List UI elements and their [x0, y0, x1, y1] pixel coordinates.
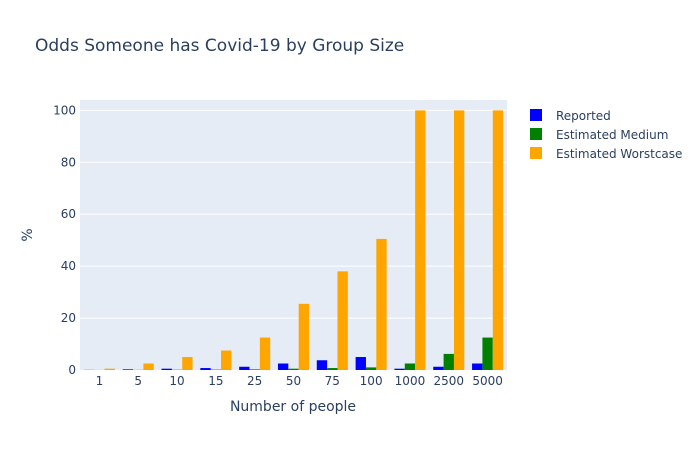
- chart-title: Odds Someone has Covid-19 by Group Size: [35, 36, 404, 56]
- bar: [454, 110, 464, 370]
- bar: [299, 304, 309, 370]
- bar: [493, 110, 503, 370]
- bar: [260, 338, 270, 370]
- bar: [394, 369, 404, 370]
- bar: [356, 357, 366, 370]
- bar: [415, 110, 425, 370]
- y-axis-ticks: 0 20 40 60 80 100: [53, 103, 76, 377]
- y-tick-label: 40: [61, 259, 76, 273]
- bar: [288, 369, 298, 370]
- bar: [405, 364, 415, 370]
- x-tick-label: 10: [169, 374, 184, 388]
- bar: [105, 369, 115, 370]
- legend-swatch: [530, 128, 542, 140]
- x-tick-label: 100: [360, 374, 383, 388]
- bar: [337, 271, 347, 370]
- bar: [143, 364, 153, 370]
- x-tick-label: 1: [96, 374, 104, 388]
- bar: [376, 239, 386, 370]
- y-tick-label: 20: [61, 311, 76, 325]
- bar: [200, 368, 210, 370]
- x-tick-label: 50: [286, 374, 301, 388]
- bar: [221, 351, 231, 370]
- y-tick-label: 80: [61, 155, 76, 169]
- y-tick-label: 100: [53, 103, 76, 117]
- x-tick-label: 2500: [433, 374, 464, 388]
- bar: [482, 338, 492, 370]
- bar: [182, 357, 192, 370]
- bar: [444, 354, 454, 370]
- y-axis-title: %: [20, 228, 36, 241]
- x-tick-label: 75: [325, 374, 340, 388]
- legend-swatch: [530, 109, 542, 121]
- bar: [162, 369, 172, 370]
- x-tick-label: 5000: [472, 374, 503, 388]
- legend: Reported Estimated Medium Estimated Worstc…: [530, 109, 682, 161]
- y-tick-label: 0: [68, 363, 76, 377]
- bar: [366, 367, 376, 370]
- legend-label: Estimated Worstcase: [556, 147, 682, 161]
- y-tick-label: 60: [61, 207, 76, 221]
- plot-background: [80, 100, 507, 370]
- legend-label: Estimated Medium: [556, 128, 668, 142]
- bar: [327, 368, 337, 370]
- x-axis-title: Number of people: [230, 399, 356, 415]
- legend-swatch: [530, 147, 542, 159]
- x-tick-label: 15: [208, 374, 223, 388]
- x-tick-label: 5: [134, 374, 142, 388]
- bar: [433, 367, 443, 370]
- bar: [123, 369, 133, 370]
- bar: [239, 367, 249, 370]
- x-tick-label: 25: [247, 374, 262, 388]
- bar: [472, 364, 482, 370]
- bar: [317, 360, 327, 370]
- x-tick-label: 1000: [395, 374, 426, 388]
- bar: [250, 369, 260, 370]
- legend-label: Reported: [556, 109, 611, 123]
- bar: [278, 364, 288, 370]
